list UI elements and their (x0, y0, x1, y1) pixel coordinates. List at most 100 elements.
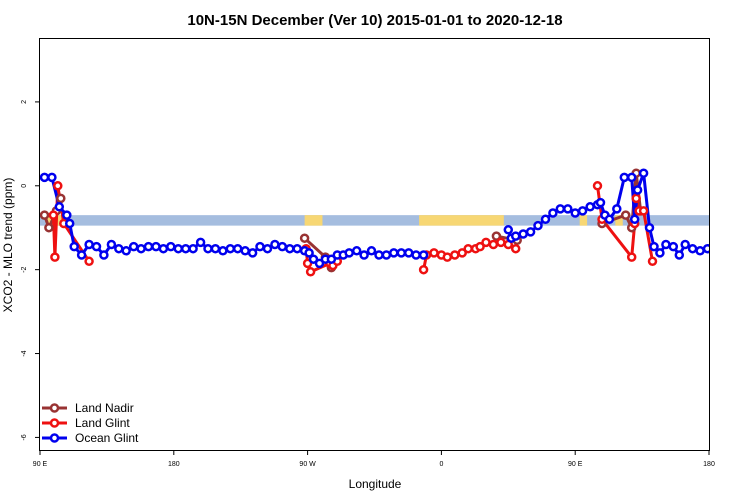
data-point (631, 193, 641, 204)
land-segment (304, 215, 323, 226)
data-point (563, 204, 573, 214)
data-point (285, 243, 295, 254)
land-segment (579, 215, 588, 226)
data-point (203, 243, 213, 254)
x-tick-label: 0 (439, 461, 443, 468)
data-point (429, 248, 439, 258)
data-point (40, 210, 50, 220)
data-point (158, 243, 169, 254)
data-point (255, 241, 265, 252)
data-point (548, 208, 558, 218)
data-point (626, 252, 637, 262)
data-point (262, 243, 273, 254)
data-point (674, 250, 685, 260)
data-point (604, 214, 615, 225)
data-point (475, 241, 485, 252)
data-point (619, 172, 630, 183)
legend-label: Land Glint (75, 416, 130, 430)
data-point (629, 214, 640, 225)
data-point (292, 243, 302, 254)
y-tick-label: 0 (21, 184, 28, 188)
data-point (54, 202, 65, 212)
data-point (218, 246, 228, 256)
land-segment (615, 215, 623, 226)
data-point (585, 202, 595, 212)
y-tick-label: 2 (21, 100, 28, 104)
data-point (326, 254, 337, 264)
data-point (381, 250, 392, 260)
data-point (374, 250, 384, 260)
plot-area (40, 168, 733, 277)
x-tick-label: 90 W (299, 461, 316, 468)
legend-marker (49, 433, 60, 443)
data-point (595, 197, 606, 208)
y-axis: 2 0 -2 -4 -6 (21, 100, 40, 441)
data-point (64, 218, 75, 229)
data-point (166, 241, 176, 252)
data-point (592, 181, 603, 191)
x-tick-label: 180 (168, 461, 180, 468)
data-point (99, 250, 109, 260)
data-point (389, 248, 399, 258)
data-point (612, 204, 622, 214)
x-axis-label: Longitude (349, 477, 402, 491)
data-point (442, 252, 453, 262)
data-point (638, 168, 649, 178)
data-point (695, 246, 705, 256)
data-point (533, 220, 543, 231)
data-point (53, 181, 63, 191)
data-point (577, 206, 588, 216)
data-point (308, 254, 319, 264)
data-point (50, 252, 60, 262)
data-point (114, 243, 124, 254)
data-point (359, 250, 369, 260)
data-point (649, 241, 659, 252)
x-tick-label: 180 (703, 461, 715, 468)
data-point (128, 241, 139, 252)
y-axis-label: XCO2 - MLO trend (ppm) (1, 178, 15, 313)
data-point (488, 239, 499, 250)
data-point (647, 256, 658, 267)
data-point (655, 248, 665, 258)
data-point (491, 231, 502, 241)
data-point (84, 256, 94, 267)
data-point (687, 243, 698, 254)
data-point (726, 243, 733, 250)
data-point (210, 243, 221, 254)
land-segment (419, 215, 504, 226)
data-point (496, 237, 506, 248)
y-tick-label: -6 (21, 434, 28, 440)
data-point (302, 258, 313, 269)
data-point (76, 250, 87, 260)
data-point (225, 243, 236, 254)
legend-marker (49, 403, 60, 413)
data-point (240, 246, 250, 256)
data-point (62, 210, 72, 220)
data-point (555, 204, 566, 214)
data-point (69, 241, 79, 252)
data-point (418, 250, 429, 260)
data-point (106, 239, 117, 250)
data-point (463, 243, 473, 254)
legend-label: Land Nadir (75, 401, 134, 415)
data-point (711, 247, 718, 254)
y-tick-label: -2 (21, 266, 28, 272)
data-point (136, 243, 146, 254)
data-point (299, 233, 310, 243)
data-point (396, 248, 407, 258)
data-point (44, 222, 54, 233)
x-axis: 90 E 180 90 W 0 90 E 180 (33, 450, 715, 468)
data-point (121, 246, 131, 256)
data-point (481, 237, 491, 248)
data-point (305, 267, 316, 277)
data-point (91, 241, 102, 252)
data-point (626, 172, 637, 183)
data-point (418, 264, 429, 275)
legend-marker (49, 418, 60, 428)
data-point (188, 243, 198, 254)
data-point (56, 193, 66, 204)
x-tick-label: 90 E (568, 461, 583, 468)
data-point (411, 250, 421, 260)
